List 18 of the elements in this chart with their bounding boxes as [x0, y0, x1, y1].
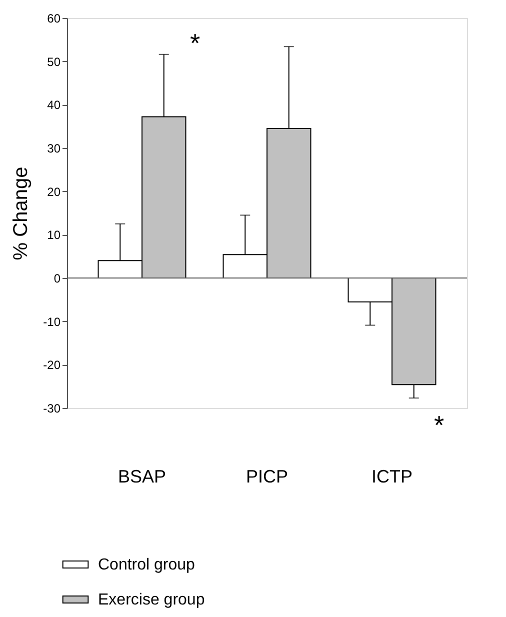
y-axis-title: % Change — [10, 166, 32, 260]
x-tick-label: PICP — [246, 466, 288, 486]
y-tick-label: 50 — [47, 54, 61, 69]
x-tick-label: BSAP — [118, 466, 166, 486]
text: * — [434, 410, 444, 440]
y-tick-label: 60 — [47, 12, 61, 26]
legend-label: Exercise group — [98, 592, 205, 608]
y-tick-label: 20 — [47, 184, 61, 199]
y-tick-label: 0 — [54, 272, 61, 286]
y-tick-label: -30 — [43, 402, 61, 416]
y-tick-label: 40 — [47, 98, 61, 112]
x-tick-label: ICTP — [371, 466, 413, 486]
annotation: * — [190, 28, 200, 58]
legend-label: Control group — [98, 556, 196, 574]
y-tick-label: -10 — [43, 314, 61, 329]
y-tick-label: 10 — [47, 228, 61, 242]
y-tick-label: -20 — [43, 358, 61, 372]
y-tick-label: 30 — [47, 142, 61, 156]
